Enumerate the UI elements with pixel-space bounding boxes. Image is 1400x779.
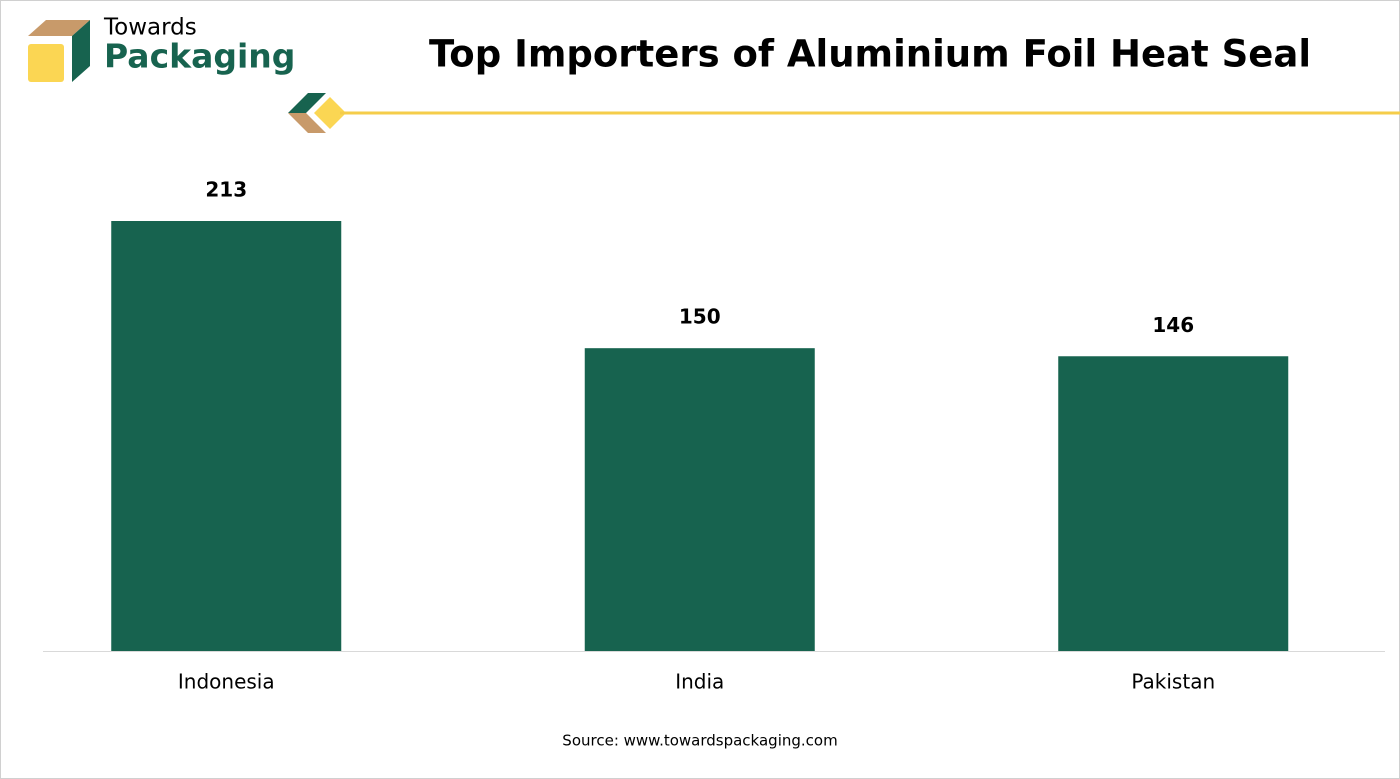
bar: [1058, 356, 1289, 651]
logo-text: Packaging: [104, 37, 295, 76]
value-label: 150: [679, 305, 721, 329]
logo-text: Towards: [103, 15, 197, 41]
source: Source: www.towardspackaging.com: [562, 732, 837, 750]
divider-icon: [288, 93, 346, 133]
x-tick-label: India: [675, 670, 724, 694]
value-label: 146: [1152, 313, 1194, 337]
bar: [111, 221, 342, 651]
bar: [584, 348, 815, 651]
value-label: 213: [205, 178, 247, 202]
x-tick-label: Pakistan: [1131, 670, 1215, 694]
chart-title: Top Importers of Aluminium Foil Heat Sea…: [429, 33, 1311, 76]
logo-icon: [28, 20, 90, 82]
x-tick-label: Indonesia: [178, 670, 275, 694]
